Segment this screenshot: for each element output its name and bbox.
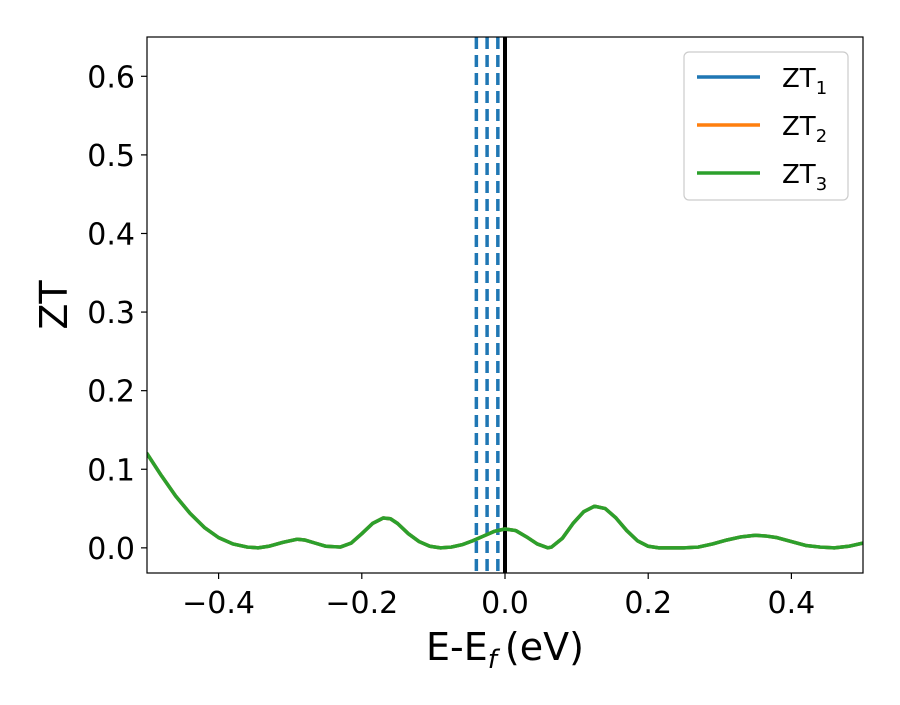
legend: ZT1 ZT2 ZT3 — [683, 51, 849, 201]
x-tick-label: 0.2 — [624, 586, 672, 621]
y-tick-label: 0.4 — [87, 217, 135, 252]
legend-label-zt3: ZT3 — [782, 160, 827, 195]
legend-label-zt1: ZT1 — [782, 64, 827, 99]
x-tick-label: −0.4 — [182, 586, 255, 621]
y-tick-label: 0.3 — [87, 296, 135, 331]
y-axis-title: ZT — [32, 280, 76, 330]
y-tick-label: 0.6 — [87, 60, 135, 95]
y-tick-label: 0.0 — [87, 532, 135, 567]
vertical-lines — [474, 37, 507, 573]
legend-box — [683, 51, 849, 201]
x-tick-label: −0.2 — [325, 586, 398, 621]
series-lines — [147, 451, 863, 550]
y-tick-label: 0.2 — [87, 375, 135, 410]
legend-label-zt2: ZT2 — [782, 112, 827, 147]
x-axis-ticks: −0.4 −0.2 0.0 0.2 0.4 — [182, 573, 815, 621]
y-axis-ticks: 0.0 0.1 0.2 0.3 0.4 0.5 0.6 — [87, 60, 147, 567]
y-tick-label: 0.5 — [87, 139, 135, 174]
x-tick-label: 0.4 — [768, 586, 816, 621]
y-tick-label: 0.1 — [87, 453, 135, 488]
series-line-zt3 — [147, 451, 863, 550]
x-axis-title: E-Ef (eV) — [426, 625, 584, 675]
x-tick-label: 0.0 — [481, 586, 529, 621]
